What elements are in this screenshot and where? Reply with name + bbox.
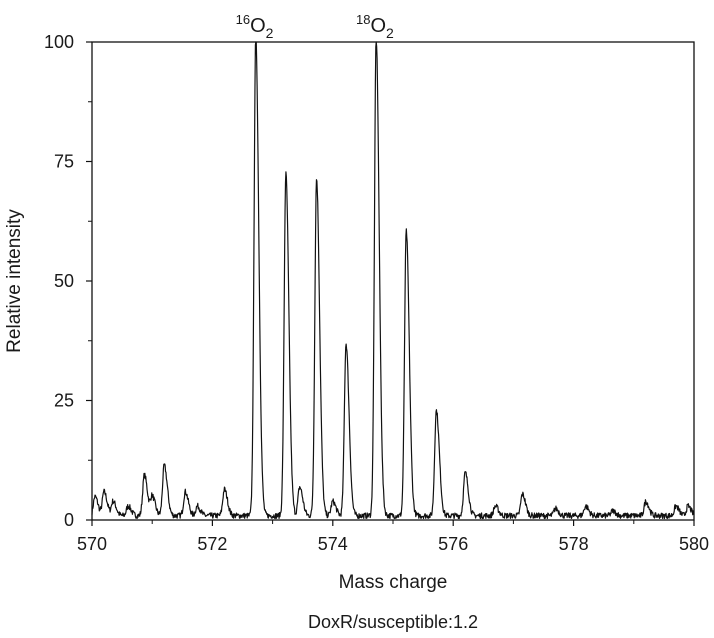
y-axis: 0 25 50 75 100 (44, 32, 92, 530)
isotope-number: 16 (236, 12, 250, 27)
x-tick-label: 576 (438, 534, 468, 554)
peak-label: 18O2 (356, 12, 394, 41)
peak-label: 16O2 (236, 12, 274, 41)
chart-caption: DoxR/susceptible:1.2 (308, 612, 478, 632)
plot-frame (91, 41, 695, 521)
x-tick-label: 570 (77, 534, 107, 554)
x-tick-label: 572 (197, 534, 227, 554)
element-symbol: O (370, 15, 386, 37)
x-tick-label: 578 (559, 534, 589, 554)
x-axis-title: Mass charge (339, 572, 448, 593)
y-tick-label: 75 (54, 152, 74, 172)
element-symbol: O (250, 15, 266, 37)
molecule-count: 2 (266, 25, 274, 41)
y-tick-label: 0 (64, 510, 74, 530)
y-tick-label: 25 (54, 391, 74, 411)
x-axis: 570 572 574 576 578 580 (77, 520, 709, 554)
x-tick-label: 580 (679, 534, 709, 554)
y-tick-label: 50 (54, 271, 74, 291)
spectrum-line (91, 41, 695, 520)
y-axis-title: Relative intensity (4, 209, 25, 353)
y-tick-label: 100 (44, 32, 74, 52)
molecule-count: 2 (386, 25, 394, 41)
x-tick-label: 574 (318, 534, 348, 554)
isotope-number: 18 (356, 12, 370, 27)
